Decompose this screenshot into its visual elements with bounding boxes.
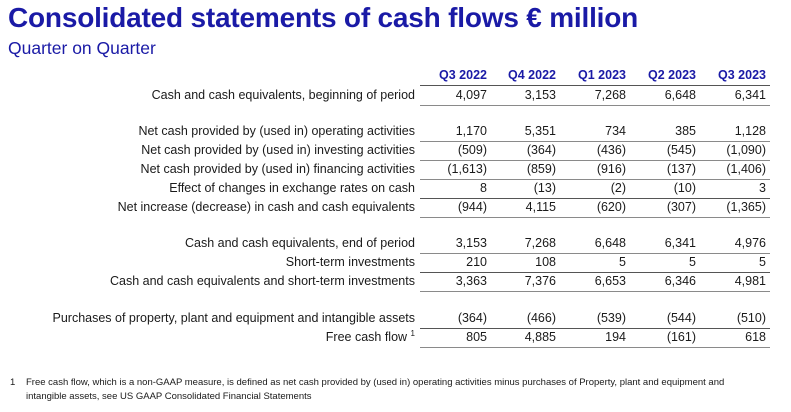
row-label-purchases-ppe: Purchases of property, plant and equipme… bbox=[52, 311, 416, 325]
table-cell: 7,268 bbox=[594, 88, 626, 102]
table-cell: (539) bbox=[596, 311, 626, 325]
table-cell: 7,376 bbox=[524, 274, 556, 288]
table-cell: 1,170 bbox=[455, 124, 487, 138]
page-title: Consolidated statements of cash flows € … bbox=[8, 2, 639, 33]
header-divider bbox=[420, 85, 770, 86]
table-cell: (1,365) bbox=[726, 200, 766, 214]
table-cell: 4,115 bbox=[525, 200, 556, 214]
table-cell: (1,613) bbox=[447, 162, 487, 176]
table-cell: 1,128 bbox=[734, 124, 766, 138]
table-cell: (544) bbox=[666, 311, 696, 325]
table-cell: (944) bbox=[457, 200, 487, 214]
table-cell: 4,976 bbox=[734, 236, 766, 250]
page-subtitle: Quarter on Quarter bbox=[8, 38, 156, 58]
table-cell: 5 bbox=[619, 255, 626, 269]
row-divider bbox=[420, 328, 770, 329]
table-cell: (466) bbox=[526, 311, 556, 325]
row-label-free-cash-flow: Free cash flow 1 bbox=[325, 328, 415, 345]
column-header-q2-2023: Q2 2023 bbox=[648, 68, 696, 82]
row-label-exchange-rates: Effect of changes in exchange rates on c… bbox=[169, 181, 415, 195]
row-divider bbox=[420, 253, 770, 254]
table-cell: (13) bbox=[533, 181, 556, 195]
table-cell: 5,351 bbox=[524, 124, 556, 138]
footnote-marker: 1 bbox=[410, 328, 415, 338]
table-cell: 5 bbox=[759, 255, 766, 269]
table-cell: (161) bbox=[666, 330, 696, 344]
table-cell: 194 bbox=[605, 330, 626, 344]
table-cell: 6,653 bbox=[594, 274, 626, 288]
table-cell: 6,341 bbox=[734, 88, 766, 102]
row-label-net-increase: Net increase (decrease) in cash and cash… bbox=[117, 200, 415, 214]
row-divider bbox=[420, 141, 770, 142]
column-header-q4-2022: Q4 2022 bbox=[508, 68, 556, 82]
table-cell: (364) bbox=[457, 311, 487, 325]
row-divider bbox=[420, 179, 770, 180]
row-divider bbox=[420, 347, 770, 348]
table-cell: (2) bbox=[610, 181, 626, 195]
table-cell: (916) bbox=[596, 162, 626, 176]
row-label-cash-beginning: Cash and cash equivalents, beginning of … bbox=[151, 88, 415, 102]
table-cell: (1,406) bbox=[726, 162, 766, 176]
table-cell: 5 bbox=[689, 255, 696, 269]
column-header-q1-2023: Q1 2023 bbox=[578, 68, 626, 82]
table-cell: (364) bbox=[526, 143, 556, 157]
table-cell: (859) bbox=[526, 162, 556, 176]
row-label-short-term-investments: Short-term investments bbox=[285, 255, 415, 269]
table-cell: (10) bbox=[673, 181, 696, 195]
table-cell: (137) bbox=[666, 162, 696, 176]
table-cell: (307) bbox=[666, 200, 696, 214]
table-cell: 6,648 bbox=[594, 236, 626, 250]
table-cell: (545) bbox=[666, 143, 696, 157]
row-divider bbox=[420, 291, 770, 292]
table-cell: 210 bbox=[466, 255, 487, 269]
row-label-financing-activities: Net cash provided by (used in) financing… bbox=[140, 162, 415, 176]
table-cell: 385 bbox=[675, 124, 696, 138]
table-cell: 6,346 bbox=[664, 274, 696, 288]
row-divider bbox=[420, 105, 770, 106]
footnote-number: 1 bbox=[10, 377, 16, 388]
table-cell: (436) bbox=[596, 143, 626, 157]
row-label-operating-activities: Net cash provided by (used in) operating… bbox=[138, 124, 415, 138]
table-cell: 3,153 bbox=[524, 88, 556, 102]
table-cell: (510) bbox=[736, 311, 766, 325]
table-cell: 7,268 bbox=[524, 236, 556, 250]
table-cell: 8 bbox=[480, 181, 487, 195]
table-cell: 6,341 bbox=[664, 236, 696, 250]
row-label-cash-and-short-term: Cash and cash equivalents and short-term… bbox=[109, 274, 415, 288]
row-label-investing-activities: Net cash provided by (used in) investing… bbox=[141, 143, 415, 157]
row-divider bbox=[420, 272, 770, 273]
row-divider bbox=[420, 198, 770, 199]
row-divider bbox=[420, 217, 770, 218]
table-cell: 3 bbox=[759, 181, 766, 195]
table-cell: 6,648 bbox=[664, 88, 696, 102]
column-header-q3-2022: Q3 2022 bbox=[439, 68, 487, 82]
table-cell: 4,097 bbox=[455, 88, 487, 102]
footnote-text: Free cash flow, which is a non-GAAP meas… bbox=[26, 377, 725, 402]
free-cash-flow-label-text: Free cash flow bbox=[325, 330, 408, 344]
table-cell: 4,981 bbox=[734, 274, 766, 288]
table-cell: 734 bbox=[605, 124, 626, 138]
table-cell: (1,090) bbox=[726, 143, 766, 157]
column-header-q3-2023: Q3 2023 bbox=[718, 68, 766, 82]
row-label-cash-end: Cash and cash equivalents, end of period bbox=[184, 236, 415, 250]
table-cell: 805 bbox=[466, 330, 487, 344]
table-cell: 3,153 bbox=[455, 236, 487, 250]
table-cell: 3,363 bbox=[455, 274, 487, 288]
table-cell: (620) bbox=[596, 200, 626, 214]
table-cell: 108 bbox=[535, 255, 556, 269]
table-cell: (509) bbox=[457, 143, 487, 157]
row-divider bbox=[420, 160, 770, 161]
table-cell: 4,885 bbox=[524, 330, 556, 344]
table-cell: 618 bbox=[745, 330, 766, 344]
